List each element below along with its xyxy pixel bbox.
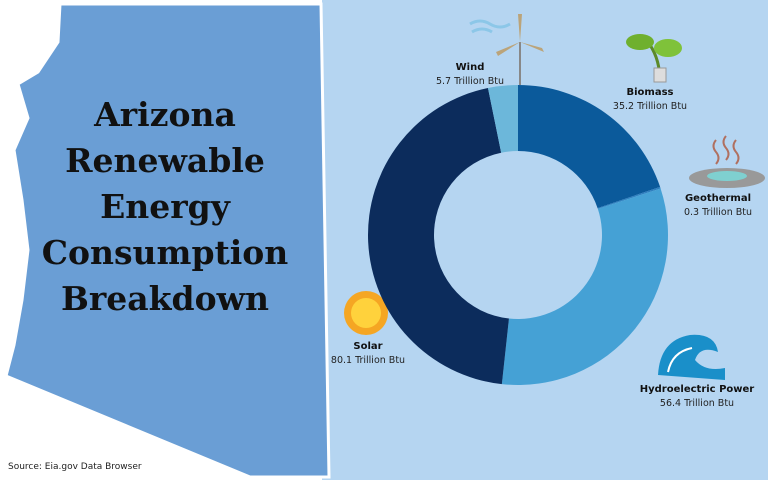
category-label: Solar — [353, 341, 382, 352]
value-label: 80.1 Trillion Btu — [331, 355, 405, 366]
donut-segment — [597, 186, 661, 209]
donut-segment — [518, 85, 661, 209]
category-label: Biomass — [627, 87, 674, 98]
donut-segment — [501, 188, 668, 385]
biomass-icon — [626, 34, 682, 83]
value-label: 5.7 Trillion Btu — [436, 76, 504, 87]
value-label: 35.2 Trillion Btu — [613, 101, 687, 112]
geothermal-icon — [689, 135, 765, 188]
value-label: 56.4 Trillion Btu — [660, 398, 734, 409]
arizona-map — [4, 2, 331, 479]
sun-icon — [344, 291, 388, 335]
source: Source: Eia.gov Data Browser — [8, 462, 142, 472]
value-label: 0.3 Trillion Btu — [684, 207, 752, 218]
category-label: Hydroelectric Power — [640, 384, 755, 395]
donut-segment — [367, 88, 509, 385]
category-label: Geothermal — [685, 193, 751, 204]
title: Arizona Renewable Energy Consumption Bre… — [41, 95, 289, 318]
donut-segment — [487, 85, 518, 153]
category-label: Wind — [456, 62, 485, 73]
wind-icon — [469, 14, 544, 85]
hydro-icon — [658, 334, 725, 380]
